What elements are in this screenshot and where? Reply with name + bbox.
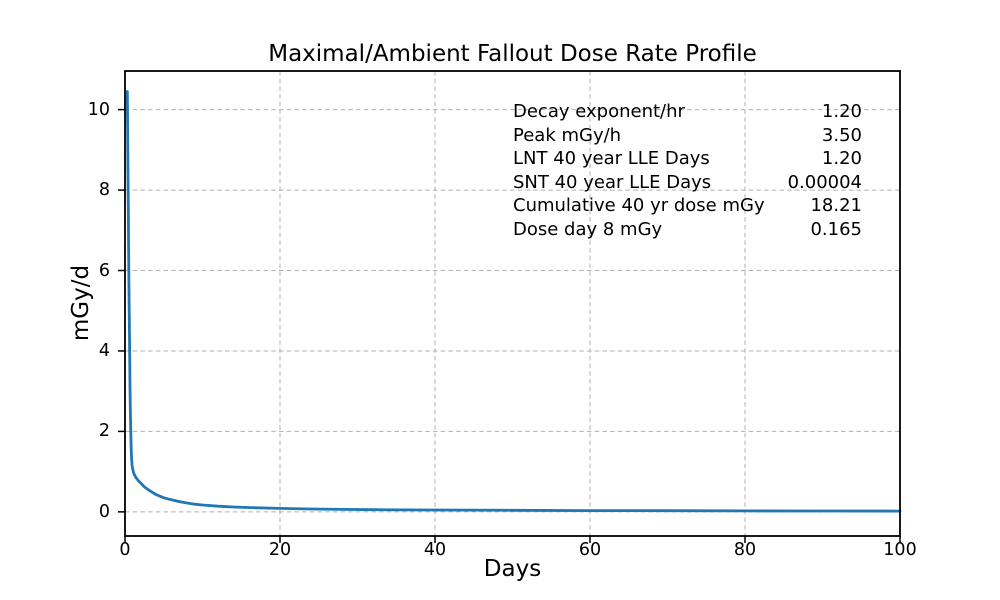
stat-value: 3.50 bbox=[821, 124, 862, 146]
stat-value: 1.20 bbox=[821, 148, 862, 169]
stat-row: Dose day 8 mGy 0.165 bbox=[513, 218, 862, 242]
dose-rate-curve bbox=[125, 90, 902, 513]
axes-border bbox=[124, 70, 901, 537]
stat-value: 1.20 bbox=[821, 101, 862, 122]
stat-value: 0.165 bbox=[810, 218, 862, 240]
chart-title: Maximal/Ambient Fallout Dose Rate Profil… bbox=[268, 41, 757, 67]
stat-value: 18.21 bbox=[810, 195, 862, 216]
stat-row: SNT 40 year LLE Days 0.00004 bbox=[513, 171, 862, 195]
y-tick-label: 4 bbox=[98, 340, 110, 361]
x-tick-label: 100 bbox=[883, 540, 917, 560]
x-tick-label: 40 bbox=[423, 540, 447, 560]
y-tick-label: 0 bbox=[98, 501, 110, 522]
y-tick-label: 10 bbox=[87, 99, 110, 120]
stat-row: Decay exponent/hr 1.20 bbox=[513, 100, 862, 124]
y-tick-label: 6 bbox=[98, 260, 110, 281]
stat-label: Dose day 8 mGy bbox=[513, 218, 663, 240]
stat-label: Decay exponent/hr bbox=[513, 101, 685, 122]
stat-label: LNT 40 year LLE Days bbox=[513, 148, 710, 169]
x-tick-label: 80 bbox=[733, 540, 757, 560]
x-tick-label: 20 bbox=[268, 540, 292, 560]
stat-value: 0.00004 bbox=[787, 171, 862, 193]
stat-label: SNT 40 year LLE Days bbox=[513, 171, 712, 193]
stat-label: Peak mGy/h bbox=[513, 124, 622, 146]
x-tick-label: 0 bbox=[119, 540, 131, 560]
y-tick-label: 2 bbox=[98, 421, 110, 442]
stat-row: Cumulative 40 yr dose mGy 18.21 bbox=[513, 194, 862, 218]
stat-row: LNT 40 year LLE Days 1.20 bbox=[513, 147, 862, 171]
stat-row: Peak mGy/h 3.50 bbox=[513, 124, 862, 148]
stats-annotation-block: Decay exponent/hr 1.20 Peak mGy/h 3.50 LNT 4… bbox=[513, 100, 862, 241]
y-tick-label: 8 bbox=[98, 180, 110, 201]
x-tick-label: 60 bbox=[578, 540, 602, 560]
x-axis-label: Days bbox=[483, 556, 542, 582]
stat-label: Cumulative 40 yr dose mGy bbox=[513, 195, 765, 216]
